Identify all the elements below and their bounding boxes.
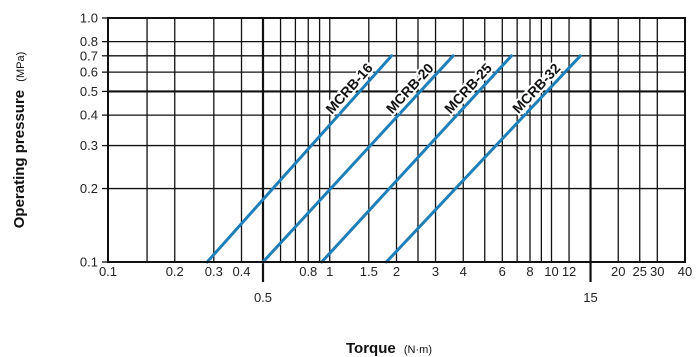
y-tick-label: 0.2 [80, 181, 98, 196]
y-tick-label: 1.0 [80, 11, 98, 26]
x-tick-label: 10 [544, 264, 558, 279]
y-tick-label: 0.7 [80, 48, 98, 63]
series-line-mcrb-20 [261, 54, 455, 264]
x-tick-label: 12 [562, 264, 576, 279]
y-tick-label: 0.4 [80, 108, 98, 123]
x-tick-label-secondary: 0.5 [254, 290, 272, 305]
x-tick-label: 1.5 [360, 264, 378, 279]
series-line-mcrb-25 [320, 54, 513, 264]
y-tick-label: 0.1 [80, 255, 98, 270]
x-tick-label: 20 [611, 264, 625, 279]
x-tick-label: 0.1 [99, 264, 117, 279]
x-tick-label: 0.4 [232, 264, 250, 279]
x-tick-label: 0.2 [166, 264, 184, 279]
y-tick-label: 0.6 [80, 65, 98, 80]
x-tick-label: 4 [460, 264, 467, 279]
plot-frame [107, 17, 686, 263]
x-tick-label: 3 [432, 264, 439, 279]
x-tick-label: 8 [526, 264, 533, 279]
y-tick-label: 0.8 [80, 34, 98, 49]
x-tick-label: 25 [633, 264, 647, 279]
x-axis-title: Torque (N·m) [346, 340, 432, 357]
y-tick-label: 0.3 [80, 138, 98, 153]
series-lines [205, 54, 582, 264]
x-tick-label: 0.8 [299, 264, 317, 279]
y-axis-title: Operating pressure (MPa) [11, 52, 28, 229]
x-tick-label: 2 [393, 264, 400, 279]
x-tick-label-secondary: 15 [583, 290, 597, 305]
x-tick-labels: 0.1 0.2 0.3 0.4 0.8 1 1.5 2 3 4 6 8 10 12 20 25 30 40 0.5 1… [97, 263, 693, 306]
series-line-mcrb-32 [384, 54, 582, 264]
x-tick-label: 6 [499, 264, 506, 279]
y-tick-label: 0.5 [80, 84, 98, 99]
y-tick-labels: 0.1 0.2 0.3 0.4 0.5 0.6 0.70.8 1.0 [80, 11, 98, 270]
series-line-mcrb-16 [205, 54, 394, 264]
x-tick-label: 1 [326, 264, 333, 279]
x-tick-label: 40 [678, 264, 692, 279]
x-tick-label: 30 [650, 264, 664, 279]
series-label-mcrb-25: MCRB-25 [441, 60, 495, 117]
plot-border [107, 17, 686, 263]
grid [102, 17, 686, 282]
series-label-mcrb-20: MCRB-20 [383, 60, 437, 117]
x-tick-label: 0.3 [205, 264, 223, 279]
